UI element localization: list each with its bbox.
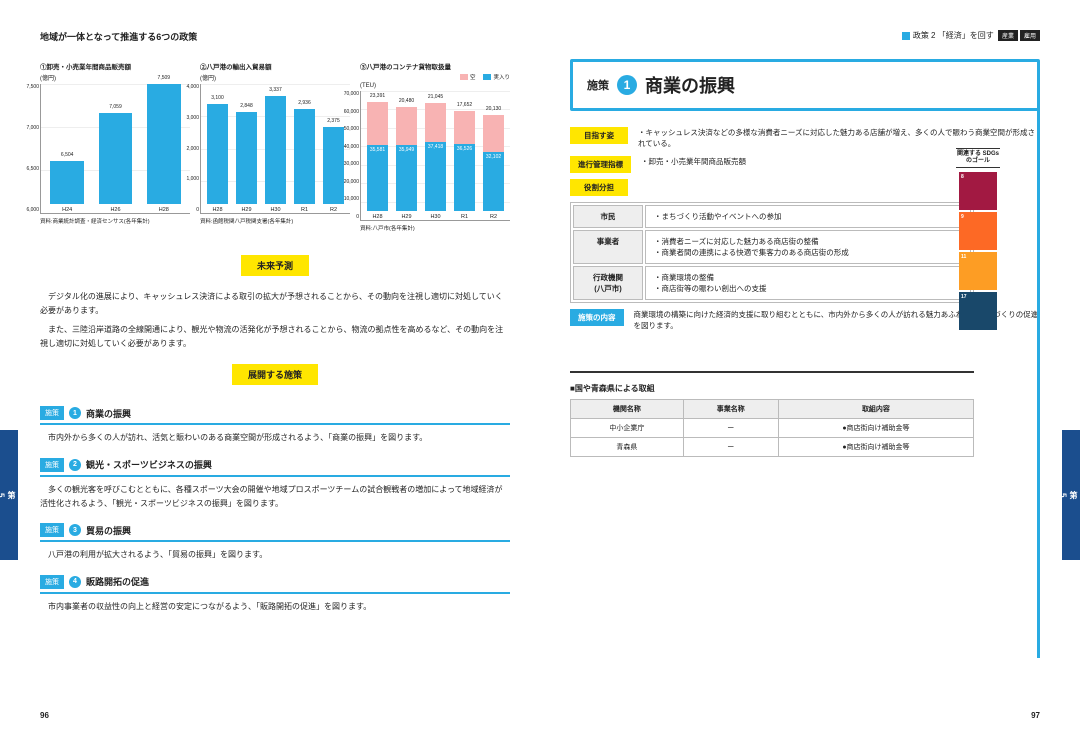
sdg-box: 関連する SDGs のゴール 891117 [956,148,1000,332]
side-tab-left: 第5章地域が一体となって推進する6つの政策 [0,430,18,560]
header-right: 政策 2 「経済」を回す 産業雇用 [570,30,1040,41]
measure-head-4: 施策4販路開拓の促進 [40,572,510,594]
body-p1: デジタル化の進展により、キャッシュレス決済による取引の拡大が予想されることから、… [40,290,510,317]
sdg-icon-9: 9 [959,212,997,250]
chart-3: ③八戸港のコンテナ貨物取扱量 空 実入り (TEU) 70,00060,0005… [360,61,510,232]
future-label: 未来予測 [241,255,309,276]
role-tag: 役割分担 [570,179,628,196]
goal-tag: 目指す姿 [570,127,628,144]
measure-head-3: 施策3貿易の振興 [40,520,510,542]
sdg-icon-11: 11 [959,252,997,290]
right-page: 政策 2 「経済」を回す 産業雇用 施策1商業の振興 目指す姿・キャッシュレス決… [540,30,1040,712]
left-page: 地域が一体となって推進する6つの政策 ①卸売・小売業年間商品販売額 (億円) 7… [40,30,540,712]
indicator-tag: 進行管理指標 [570,156,631,173]
chart-2: ②八戸港の輸出入貿易額 (億円) 4,0003,0002,0001,00003,… [200,61,350,232]
chart3-legend: 空 実入り [360,73,510,81]
sdg-icon-17: 17 [959,292,997,330]
role-table: 市民・まちづくり活動やイベントへの参加事業者・消費者ニーズに対応した魅力ある商店… [570,202,974,303]
national-table: 機関名称事業名称取組内容中小企業庁ー●商店街向け補助金等青森県ー●商店街向け補助… [570,399,974,457]
page-num-right: 97 [1031,711,1040,720]
charts-row: ①卸売・小売業年間商品販売額 (億円) 7,5007,0006,5006,000… [40,61,510,232]
content-tag: 施策の内容 [570,309,624,326]
policy-box: 施策1商業の振興 [570,59,1040,111]
body-p2: また、三陸沿岸道路の全線開通により、観光や物流の活発化が予想されることから、物流… [40,323,510,350]
national-title: ■国や青森県による取組 [570,383,1040,394]
side-tab-right: 第5章地域が一体となって推進する6つの政策 [1062,430,1080,560]
chart-1: ①卸売・小売業年間商品販売額 (億円) 7,5007,0006,5006,000… [40,61,190,232]
measure-head-1: 施策1商業の振興 [40,403,510,425]
divider [570,371,974,373]
deploy-label: 展開する施策 [232,364,318,385]
page-num-left: 96 [40,711,49,720]
sdg-icon-8: 8 [959,172,997,210]
measure-head-2: 施策2観光・スポーツビジネスの振興 [40,455,510,477]
header-left: 地域が一体となって推進する6つの政策 [40,30,510,43]
